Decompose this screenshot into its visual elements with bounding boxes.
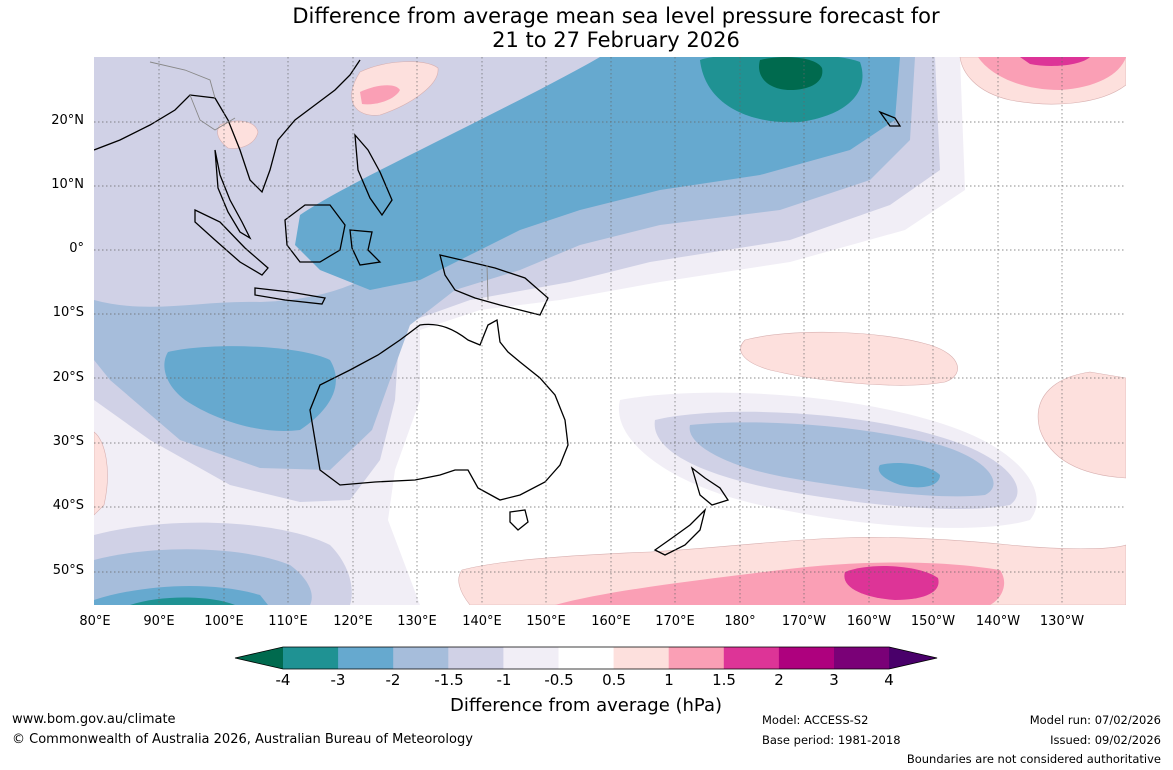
colorbar-label: 3 — [829, 671, 839, 689]
lon-tick-130w: 130°W — [1039, 614, 1085, 629]
lat-tick-40s: 40°S — [52, 498, 84, 513]
anomaly-band-plus-1-5 — [844, 57, 1090, 600]
lat-tick-20n: 20°N — [51, 113, 84, 128]
colorbar-outline — [234, 646, 938, 670]
colorbar — [234, 646, 938, 670]
lon-tick-80e: 80°E — [79, 614, 111, 629]
java-coast — [254, 287, 326, 305]
map-title: Difference from average mean sea level p… — [0, 4, 1173, 52]
lat-tick-50s: 50°S — [52, 563, 84, 578]
colorbar-label: -1 — [496, 671, 512, 689]
boundaries-disclaimer: Boundaries are not considered authoritat… — [906, 752, 1161, 766]
colorbar-swatch — [723, 647, 780, 669]
model-run-date: Model run: 07/02/2026 — [1029, 713, 1161, 727]
australia-coast — [309, 318, 569, 501]
lon-tick-120e: 120°E — [333, 614, 373, 629]
lon-tick-170w: 170°W — [781, 614, 827, 629]
colorbar-swatch — [613, 647, 670, 669]
new-zealand-north-coast — [690, 466, 730, 506]
colorbar-label: 1.5 — [712, 671, 736, 689]
colorbar-swatch — [503, 647, 559, 669]
philippines-coast — [354, 133, 393, 217]
tasmania-coast — [509, 509, 529, 531]
lat-tick-10s: 10°S — [52, 305, 84, 320]
lon-tick-140w: 140°W — [975, 614, 1021, 629]
anomaly-field — [94, 57, 1126, 605]
colorbar-label: 2 — [774, 671, 784, 689]
lon-tick-180: 180° — [724, 614, 756, 629]
colorbar-label: 0.5 — [602, 671, 626, 689]
lon-tick-130e: 130°E — [397, 614, 437, 629]
lon-tick-100e: 100°E — [204, 614, 244, 629]
lon-tick-160e: 160°E — [591, 614, 631, 629]
lon-tick-160w: 160°W — [846, 614, 892, 629]
lat-tick-equator: 0° — [69, 241, 84, 256]
colorbar-label: -3 — [330, 671, 346, 689]
lon-tick-150e: 150°E — [526, 614, 566, 629]
country-borders — [149, 61, 489, 301]
colorbar-swatch — [283, 647, 339, 669]
copyright-notice: © Commonwealth of Australia 2026, Austra… — [12, 732, 473, 747]
lon-tick-170e: 170°E — [655, 614, 695, 629]
issued-date: Issued: 09/02/2026 — [1050, 733, 1161, 747]
colorbar-label: -0.5 — [544, 671, 574, 689]
lon-tick-90e: 90°E — [143, 614, 175, 629]
colorbar-label: 4 — [884, 671, 894, 689]
colorbar-extend-max — [889, 647, 938, 669]
colorbar-swatch — [558, 647, 615, 669]
colorbar-label: -4 — [275, 671, 291, 689]
title-line-1: Difference from average mean sea level p… — [292, 4, 940, 28]
lon-tick-140e: 140°E — [462, 614, 502, 629]
model-name: Model: ACCESS-S2 — [762, 713, 869, 727]
lon-tick-150w: 150°W — [910, 614, 956, 629]
anomaly-band-minus-4 — [759, 57, 823, 90]
colorbar-swatch — [393, 647, 449, 669]
colorbar-label: 1 — [664, 671, 674, 689]
graticule — [94, 57, 1126, 605]
hawaii-coast — [878, 110, 902, 127]
title-line-2: 21 to 27 February 2026 — [492, 28, 740, 52]
website-link[interactable]: www.bom.gov.au/climate — [12, 712, 176, 727]
lat-tick-20s: 20°S — [52, 370, 84, 385]
colorbar-swatch — [668, 647, 725, 669]
colorbar-title: Difference from average (hPa) — [449, 695, 723, 716]
colorbar-label: -1.5 — [434, 671, 464, 689]
lon-tick-110e: 110°E — [268, 614, 308, 629]
new-zealand-south-coast — [653, 507, 707, 556]
colorbar-label: -2 — [385, 671, 401, 689]
borneo-coast — [284, 204, 346, 263]
colorbar-swatch — [338, 647, 394, 669]
malay-peninsula-coast — [214, 149, 252, 240]
base-period: Base period: 1981-2018 — [762, 733, 901, 747]
colorbar-extend-min — [235, 647, 283, 669]
colorbar-swatch — [448, 647, 504, 669]
sumatra-coast — [194, 208, 269, 276]
colorbar-swatch — [778, 647, 835, 669]
coastlines — [94, 59, 902, 556]
lat-tick-10n: 10°N — [51, 177, 84, 192]
colorbar-swatch — [834, 647, 890, 669]
sulawesi-coast — [349, 229, 382, 266]
asia-mainland-coast — [94, 59, 361, 194]
lat-tick-30s: 30°S — [52, 434, 84, 449]
new-guinea-coast — [439, 254, 549, 316]
